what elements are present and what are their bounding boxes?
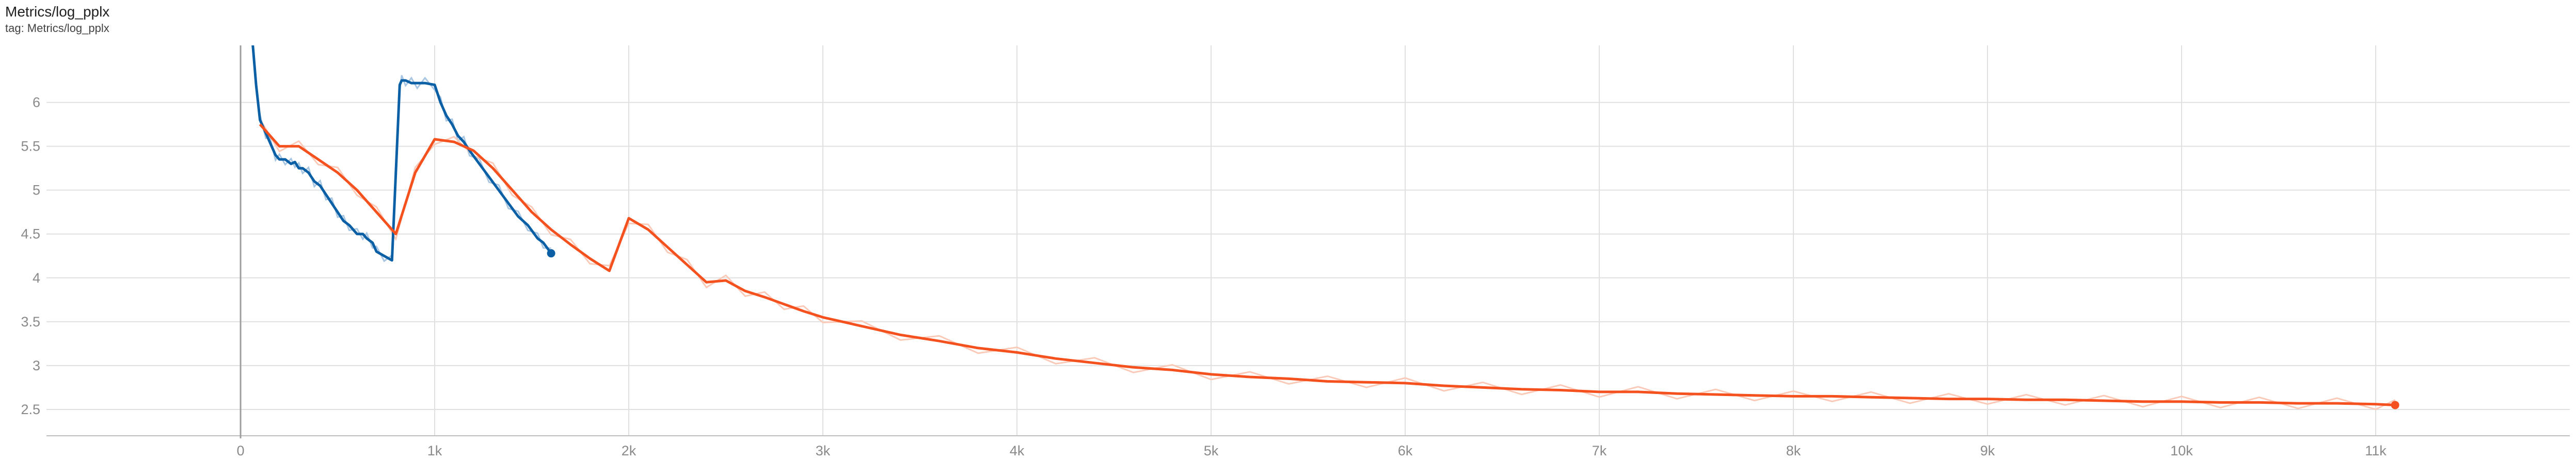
series-end-markers [547, 249, 2399, 409]
x-tick-label-10k: 10k [2170, 443, 2193, 458]
y-tick-label-3: 3 [33, 358, 40, 373]
axes [46, 45, 2570, 438]
x-tick-label-3k: 3k [816, 443, 831, 458]
y-tick-label-4.5: 4.5 [21, 226, 40, 242]
line-series-2 [259, 123, 2395, 406]
y-tick-label-5.5: 5.5 [21, 139, 40, 154]
raw-series-lines [252, 45, 2396, 410]
y-tick-label-4: 4 [33, 270, 40, 286]
x-tick-label-0: 0 [236, 443, 244, 458]
y-tick-label-2.5: 2.5 [21, 402, 40, 417]
end-point-series-1 [547, 249, 555, 258]
x-tick-label-11k: 11k [2365, 443, 2387, 458]
x-axis-tick-labels: 0 1k 2k 3k 4k 5k 6k 7k 8k 9k 10k 11k [236, 443, 2387, 458]
x-tick-label-2k: 2k [622, 443, 637, 458]
y-tick-label-3.5: 3.5 [21, 314, 40, 330]
x-tick-label-8k: 8k [1786, 443, 1801, 458]
x-tick-label-7k: 7k [1592, 443, 1607, 458]
line-series-1 [251, 45, 552, 262]
smoothed-series-lines [251, 45, 2395, 406]
x-tick-label-5k: 5k [1204, 443, 1219, 458]
x-tick-label-1k: 1k [427, 443, 442, 458]
y-tick-label-5: 5 [33, 183, 40, 198]
chart-tag: tag: Metrics/log_pplx [5, 22, 109, 35]
x-tick-label-9k: 9k [1980, 443, 1995, 458]
grid-lines [46, 45, 2570, 436]
y-axis-tick-labels: 2.5 3 3.5 4 4.5 5 5.5 6 [21, 95, 40, 417]
x-tick-label-4k: 4k [1010, 443, 1025, 458]
x-tick-label-6k: 6k [1398, 443, 1413, 458]
y-tick-label-6: 6 [33, 95, 40, 110]
chart-title: Metrics/log_pplx [5, 4, 110, 20]
end-point-series-2 [2391, 401, 2399, 409]
